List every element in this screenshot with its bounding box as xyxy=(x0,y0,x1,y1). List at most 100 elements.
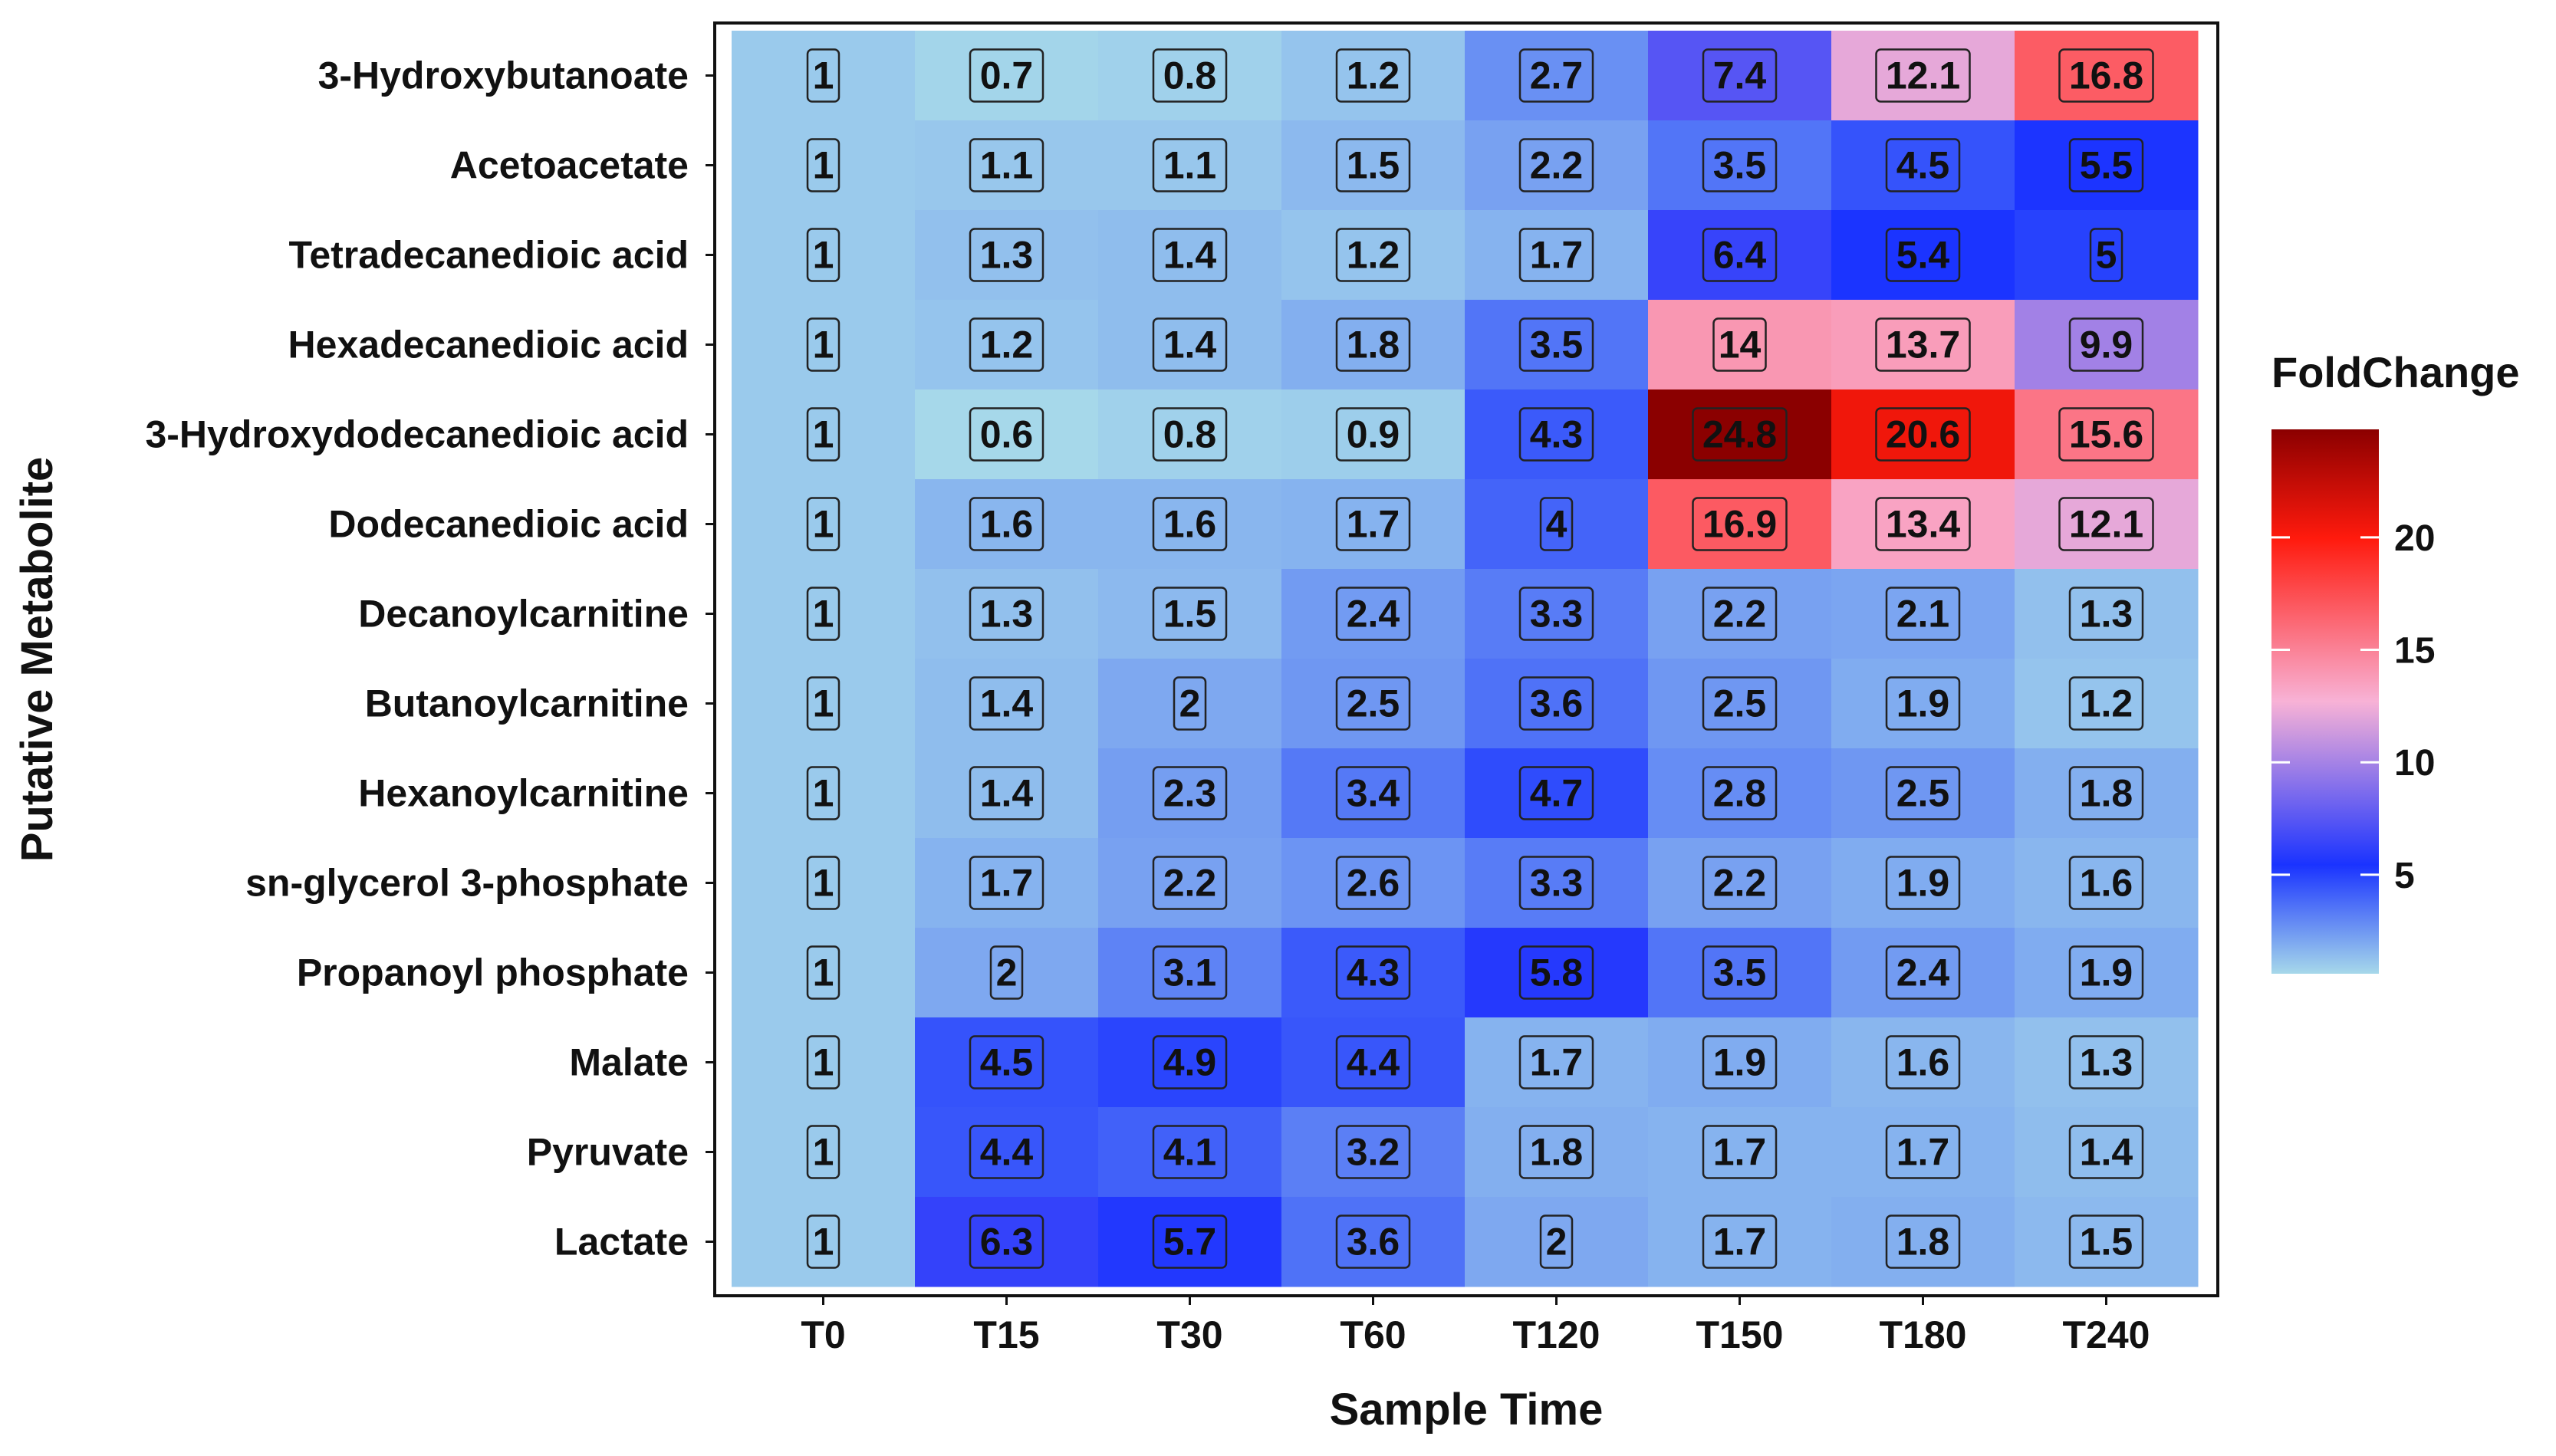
cell-value-box xyxy=(1152,317,1228,372)
cell-value-box xyxy=(2068,1035,2144,1090)
cell-value-box xyxy=(989,945,1024,1000)
cell-value-box xyxy=(1335,1035,1411,1090)
cell-value-box xyxy=(806,945,840,1000)
heatmap-cell xyxy=(1465,210,1649,301)
heatmap-cell xyxy=(1831,31,2015,121)
heatmap-cell xyxy=(732,31,916,121)
cell-value-label: 24.8 xyxy=(1702,413,1777,456)
heatmap-cell xyxy=(732,1017,916,1108)
cell-value-box xyxy=(969,1125,1044,1179)
cell-value-box xyxy=(1152,138,1228,192)
heatmap-cell xyxy=(1648,1107,1832,1198)
cell-value-box xyxy=(1518,766,1594,820)
cell-value-box xyxy=(1885,1125,1961,1179)
heatmap-cell xyxy=(2015,1107,2199,1198)
cell-value-label: 1.2 xyxy=(980,324,1034,366)
cell-value-label: 1.7 xyxy=(1530,1041,1584,1084)
heatmap-cell xyxy=(1648,1017,1832,1108)
cell-value-label: 4.1 xyxy=(1163,1131,1217,1174)
cell-value-box xyxy=(1152,1214,1228,1269)
heatmap-cell xyxy=(1465,569,1649,659)
cell-value-label: 5.8 xyxy=(1530,951,1584,994)
cell-value-label: 3.2 xyxy=(1347,1131,1400,1174)
colorbar-legend: FoldChange 5 10 15 20 xyxy=(2271,348,2520,974)
cell-value-label: 1 xyxy=(813,1221,834,1264)
cell-value-box xyxy=(969,48,1044,103)
cell-value-label: 1.3 xyxy=(980,593,1034,636)
cell-value-box xyxy=(1518,1125,1594,1179)
plot-panel-border xyxy=(713,21,2219,1297)
colorbar-tick-label: 15 xyxy=(2394,631,2435,672)
heatmap-cell xyxy=(732,479,916,570)
cell-value-box xyxy=(969,1214,1044,1269)
heatmap-cell xyxy=(732,1107,916,1198)
heatmap-cell xyxy=(1465,389,1649,480)
cell-value-label: 1.7 xyxy=(1896,1131,1950,1174)
heatmap-cell xyxy=(1831,569,2015,659)
cell-value-label: 4.5 xyxy=(980,1041,1034,1084)
cell-value-label: 2.4 xyxy=(1896,951,1950,994)
cell-value-label: 14 xyxy=(1719,324,1762,366)
cell-value-box xyxy=(1875,48,1971,103)
cell-value-box xyxy=(1152,945,1228,1000)
heatmap-cell xyxy=(915,659,1099,749)
heatmap-cell xyxy=(2015,748,2199,839)
cell-value-label: 3.5 xyxy=(1713,144,1767,187)
cell-value-box xyxy=(1885,676,1961,731)
heatmap-cell xyxy=(2015,300,2199,390)
heatmap-cell xyxy=(1831,389,2015,480)
heatmap-cell xyxy=(1831,210,2015,301)
cell-value-box xyxy=(1518,587,1594,641)
cell-value-box xyxy=(1885,587,1961,641)
heatmap-cell xyxy=(915,1107,1099,1198)
cell-value-label: 2.3 xyxy=(1163,772,1217,815)
cell-value-label: 1.5 xyxy=(1163,593,1217,636)
cell-value-box xyxy=(1875,407,1971,462)
cell-value-box xyxy=(806,407,840,462)
cell-value-box xyxy=(1335,407,1411,462)
cell-value-box xyxy=(1702,1035,1778,1090)
heatmap-cell xyxy=(1098,1017,1282,1108)
cell-value-box xyxy=(1335,1214,1411,1269)
heatmap-cell xyxy=(915,569,1099,659)
heatmap-cell xyxy=(1831,748,2015,839)
cell-value-label: 4.9 xyxy=(1163,1041,1217,1084)
cell-value-box xyxy=(1885,856,1961,910)
cell-value-label: 1.7 xyxy=(1713,1221,1767,1264)
cell-value-box xyxy=(2089,228,2123,282)
heatmap-cell xyxy=(1098,479,1282,570)
cell-value-label: 5 xyxy=(2096,234,2117,277)
cell-value-box xyxy=(969,497,1044,551)
heatmap-cell xyxy=(1281,210,1466,301)
legend-title: FoldChange xyxy=(2271,348,2520,396)
cell-value-box xyxy=(806,138,840,192)
heatmap-cell xyxy=(1831,120,2015,211)
cell-value-box xyxy=(1692,407,1788,462)
cell-value-label: 1.3 xyxy=(980,234,1034,277)
heatmap-cell xyxy=(732,1197,916,1287)
cell-value-box xyxy=(2068,138,2144,192)
cell-value-label: 20.6 xyxy=(1886,413,1960,456)
heatmap-cell xyxy=(2015,120,2199,211)
cell-value-label: 12.1 xyxy=(2069,503,2143,546)
cell-value-label: 1.7 xyxy=(1347,503,1400,546)
cell-value-label: 1.9 xyxy=(1713,1041,1767,1084)
cell-value-label: 1.4 xyxy=(1163,324,1217,366)
heatmap-cell xyxy=(1648,389,1832,480)
cell-value-label: 16.8 xyxy=(2069,54,2143,97)
cell-value-box xyxy=(1702,676,1778,731)
cell-value-box xyxy=(2058,497,2154,551)
cell-value-label: 1.1 xyxy=(1163,144,1217,187)
cell-value-box xyxy=(806,317,840,372)
cell-value-label: 4.4 xyxy=(980,1131,1034,1174)
cell-value-label: 1.5 xyxy=(2080,1221,2133,1264)
cell-value-box xyxy=(1173,676,1207,731)
cell-value-label: 4.3 xyxy=(1347,951,1400,994)
cell-value-box xyxy=(1152,228,1228,282)
cell-value-label: 9.9 xyxy=(2080,324,2133,366)
cell-value-box xyxy=(1335,138,1411,192)
cell-value-box xyxy=(969,766,1044,820)
heatmap-cell xyxy=(1648,120,1832,211)
cell-value-box xyxy=(1702,856,1778,910)
